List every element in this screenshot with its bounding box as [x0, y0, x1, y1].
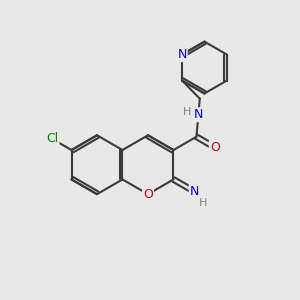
Text: H: H: [182, 107, 191, 117]
Text: H: H: [199, 198, 207, 208]
Text: N: N: [177, 48, 187, 61]
Text: N: N: [190, 185, 199, 198]
Text: O: O: [210, 141, 220, 154]
Text: N: N: [194, 108, 203, 121]
Text: O: O: [143, 188, 153, 201]
Text: Cl: Cl: [46, 133, 59, 146]
